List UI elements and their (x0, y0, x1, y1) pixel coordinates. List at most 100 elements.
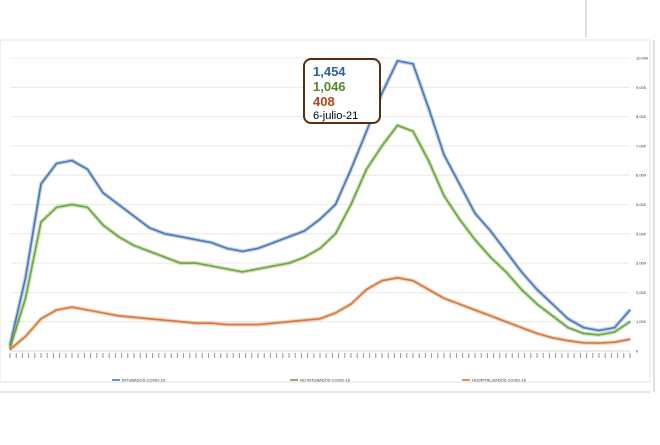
series-point (489, 230, 492, 232)
series-point (210, 322, 213, 324)
series-point (55, 162, 58, 165)
series-point (536, 288, 538, 291)
series-point (272, 241, 275, 244)
series-point (396, 124, 399, 127)
series-point (102, 224, 104, 226)
series-point (86, 168, 89, 171)
series-point (24, 335, 27, 338)
series-point (195, 238, 197, 241)
series-point (567, 326, 569, 329)
y-tick-label: 1,000 (636, 319, 647, 324)
series-point (257, 247, 259, 250)
series-point (412, 279, 414, 282)
series-point (9, 348, 11, 351)
series-point (241, 271, 244, 273)
series-point (288, 320, 290, 323)
series-point (179, 235, 182, 238)
series-point (474, 309, 476, 311)
series-point (71, 159, 73, 162)
series-point (179, 262, 182, 264)
series-point (319, 317, 321, 320)
series-point (133, 316, 135, 319)
legend: INTUBADOS COVID-19 NO INTUBADOS COVID-19 H… (112, 378, 527, 383)
legend-label-2: HOSPITALIZADOS COVID-19 (472, 378, 527, 383)
callout-value-intubados: 1,454 (313, 64, 346, 79)
y-tick-label: 5,000 (636, 202, 647, 207)
series-point (520, 288, 523, 291)
legend-label-1: NO INTUBADOS COVID-19 (300, 378, 351, 383)
series-point (567, 317, 569, 320)
series-point (164, 256, 166, 259)
y-tick-label: 6,000 (636, 173, 647, 178)
series-point (613, 331, 616, 333)
series-point (164, 233, 166, 235)
series-point (489, 315, 492, 317)
series-point (288, 235, 290, 238)
series-point (443, 153, 445, 156)
series-point (412, 63, 414, 65)
series-point (458, 303, 461, 305)
y-tick-label: 0 (636, 349, 639, 354)
series-point (226, 268, 228, 270)
series-point (458, 218, 461, 220)
series-point (241, 323, 244, 326)
series-point (226, 247, 228, 250)
series-point (40, 317, 42, 320)
series-point (582, 341, 585, 344)
series-point (241, 250, 244, 253)
series-point (474, 212, 476, 215)
series-point (505, 250, 507, 253)
series-point (179, 320, 182, 323)
y-tick-label: 4,000 (636, 231, 647, 236)
series-point (505, 320, 507, 323)
series-point (536, 332, 538, 335)
series-point (629, 320, 631, 323)
series-point (489, 256, 492, 259)
series-point (303, 256, 306, 259)
series-point (567, 339, 569, 342)
series-point (427, 107, 430, 109)
series-point (55, 206, 58, 209)
series-point (288, 262, 290, 264)
series-point (350, 203, 352, 206)
series-point (148, 250, 151, 253)
series-point (24, 297, 27, 300)
series-point (40, 221, 42, 223)
series-point (613, 341, 616, 344)
series-point (598, 342, 600, 344)
series-point (350, 168, 352, 171)
series-point (551, 337, 554, 339)
series-point (319, 218, 321, 220)
legend-label-0: INTUBADOS COVID-19 (122, 378, 166, 383)
series-point (257, 323, 259, 326)
series-point (55, 309, 58, 311)
y-tick-label: 8,000 (636, 114, 647, 119)
series-point (598, 329, 600, 332)
series-point (148, 227, 151, 229)
series-point (536, 303, 538, 305)
series-point (133, 215, 135, 218)
y-axis: 0 1,000 2,000 3,000 4,000 5,000 6,000 7,000 8,00… (636, 56, 649, 354)
series-point (350, 303, 352, 305)
series-point (551, 315, 554, 317)
series-point (381, 279, 383, 282)
x-axis (9, 350, 631, 358)
series-point (365, 288, 368, 291)
callout-value-no-intubados: 1,046 (313, 79, 346, 94)
series-point (365, 130, 368, 133)
series-point (319, 247, 321, 250)
series-point (443, 194, 445, 197)
y-tick-label: 3,000 (636, 261, 647, 266)
series-point (381, 92, 383, 94)
series-point (427, 288, 430, 291)
series-point (40, 183, 42, 185)
series-point (195, 262, 197, 264)
series-point (226, 323, 228, 326)
series-point (102, 312, 104, 314)
series-point (257, 268, 259, 270)
series-point (303, 319, 306, 322)
series-point (613, 326, 616, 329)
series-point (458, 183, 461, 185)
series-point (210, 265, 213, 267)
